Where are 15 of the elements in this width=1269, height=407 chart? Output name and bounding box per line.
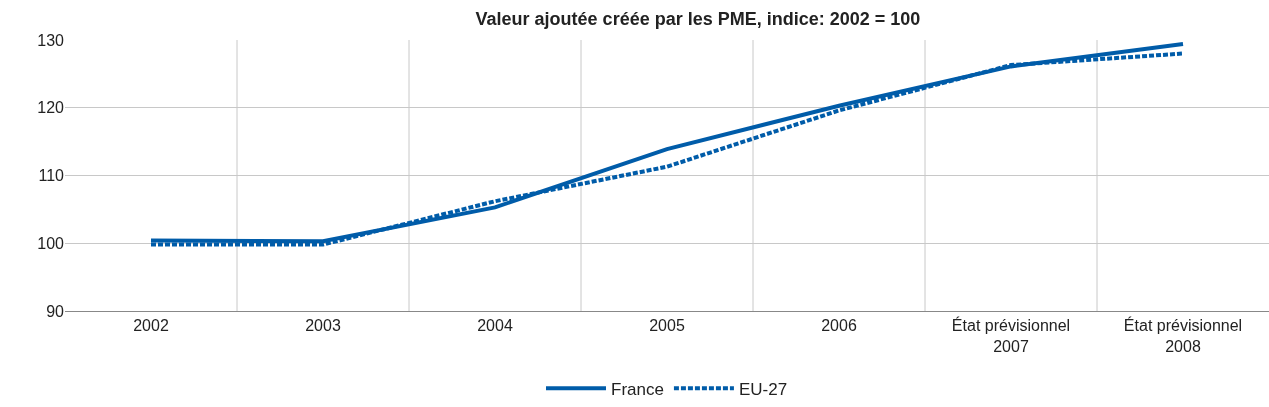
x-tick-label: 2002 bbox=[133, 317, 169, 335]
x-tick-label: 2005 bbox=[649, 317, 685, 335]
x-tick-label: État prévisionnel 2008 bbox=[1123, 316, 1243, 355]
y-tick-label: 130 bbox=[37, 31, 65, 49]
legend-label: EU-27 bbox=[738, 379, 788, 399]
y-tick-label: 100 bbox=[37, 234, 65, 252]
x-tick-label: État prévisionnel 2007 bbox=[951, 316, 1071, 355]
legend-label: France bbox=[611, 379, 664, 399]
x-tick-label: 2003 bbox=[305, 317, 341, 335]
chart-title: Valeur ajoutée créée par les PME, indice: 2002 = 100 bbox=[475, 8, 921, 29]
y-tick-label: 90 bbox=[46, 302, 65, 320]
y-tick-label: 110 bbox=[38, 167, 65, 185]
x-tick-label: 2006 bbox=[821, 317, 857, 335]
y-tick-label: 120 bbox=[37, 99, 65, 117]
x-tick-label: 2004 bbox=[477, 317, 513, 335]
